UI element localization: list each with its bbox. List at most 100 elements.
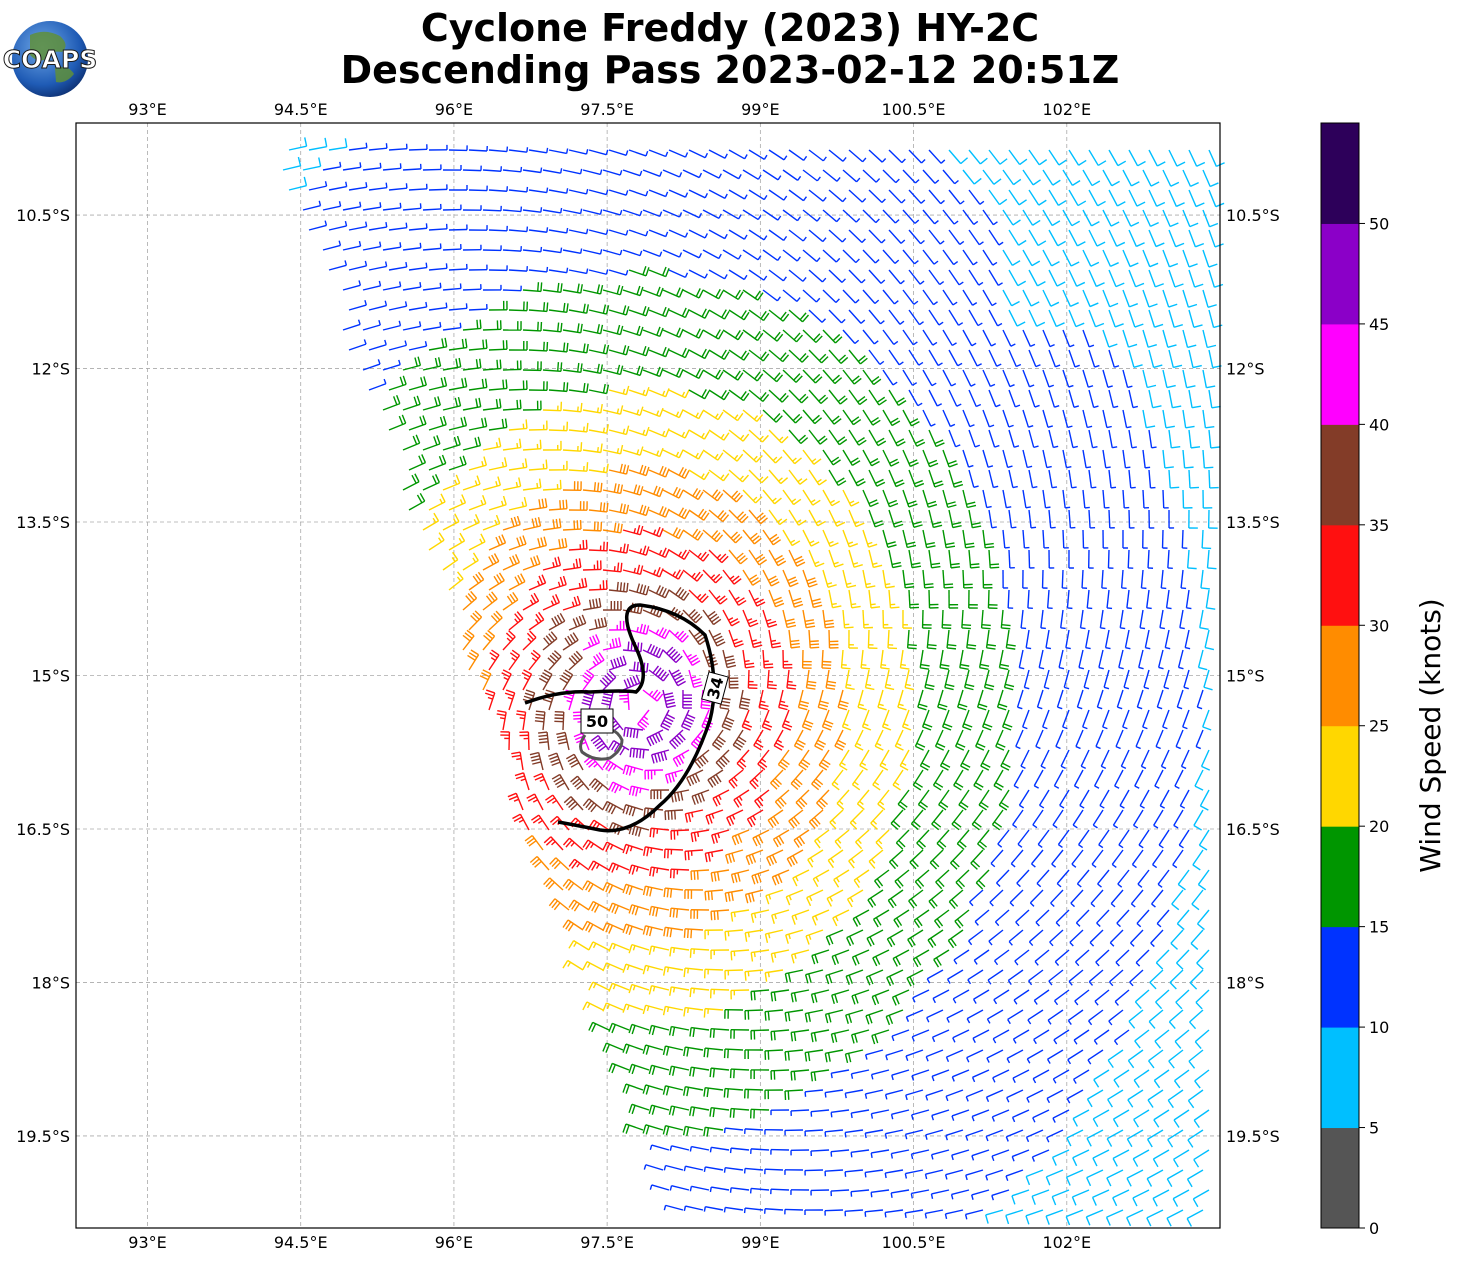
wind-barb-shaft [708, 229, 726, 240]
wind-barb-shaft [848, 589, 853, 608]
wind-barb-feather [602, 759, 609, 769]
wind-barb [1013, 769, 1024, 789]
wind-barb [688, 149, 709, 159]
wind-barb-feather [358, 240, 362, 247]
wind-barb-feather [520, 573, 526, 582]
wind-barb [1128, 269, 1145, 288]
wind-barb-feather [535, 713, 545, 717]
wind-barb-feather [735, 494, 743, 503]
wind-barb [342, 319, 361, 331]
wind-barb [562, 442, 583, 452]
wind-barb [1147, 549, 1154, 569]
wind-barb [768, 189, 788, 201]
wind-barb [1155, 729, 1164, 750]
wind-barb-shaft [402, 168, 422, 171]
wind-barb-feather [616, 562, 620, 572]
wind-barb-shaft [1096, 689, 1104, 708]
wind-barb-feather [697, 636, 706, 643]
wind-barb-feather [692, 681, 702, 685]
wind-barb-feather [754, 330, 761, 340]
wind-barb-feather [736, 762, 745, 770]
wind-barb-shaft [1108, 149, 1119, 166]
wind-barb-feather [834, 563, 844, 568]
wind-barb-feather [659, 568, 664, 578]
wind-barb-shaft [728, 429, 744, 442]
wind-barb-shaft [502, 407, 522, 411]
wind-barb-feather [950, 423, 956, 428]
wind-barb-feather [933, 480, 943, 485]
wind-barb-feather [907, 647, 917, 650]
wind-barb-shaft [368, 186, 387, 191]
wind-barb-feather [977, 322, 983, 327]
wind-barb-feather [716, 641, 726, 647]
wind-barb-shaft [522, 673, 533, 691]
wind-barb-feather [642, 429, 646, 435]
wind-barb-shaft [682, 449, 699, 460]
wind-barb-shaft [768, 589, 777, 608]
wind-barb-shaft [1085, 629, 1090, 648]
wind-barb-feather [483, 634, 491, 642]
wind-barb-shaft [848, 469, 859, 487]
wind-barb-shaft [802, 609, 807, 628]
wind-barb-feather [698, 253, 703, 259]
wind-barb-feather [566, 227, 569, 234]
wind-barb-shaft [848, 429, 860, 446]
wind-barb-feather [761, 475, 769, 484]
wind-barb-shaft [782, 609, 788, 628]
wind-barb-feather [713, 635, 723, 641]
wind-barb [508, 226, 529, 233]
wind-barb-shaft [648, 589, 666, 599]
wind-barb [702, 209, 722, 219]
wind-barb-feather [529, 751, 539, 756]
wind-barb-feather [481, 672, 490, 678]
wind-barb-feather [548, 752, 557, 757]
wind-barb [1005, 629, 1016, 650]
wind-barb-shaft [742, 569, 754, 586]
wind-barb-shaft [482, 406, 501, 411]
wind-barb [488, 457, 508, 471]
wind-barb [928, 269, 945, 286]
wind-barb-shaft [882, 369, 894, 386]
wind-barb [548, 752, 564, 771]
wind-barb [968, 549, 980, 569]
wind-barb-shaft [602, 329, 621, 336]
wind-barb [1162, 489, 1169, 509]
wind-barb-feather [1137, 160, 1146, 167]
wind-barb-feather [925, 541, 935, 546]
wind-barb-feather [753, 455, 758, 461]
wind-barb-feather [805, 622, 815, 626]
wind-barb-feather [854, 299, 860, 304]
wind-barb-feather [557, 738, 567, 742]
wind-barb-feather [1055, 745, 1061, 750]
wind-barb-feather [656, 693, 664, 702]
wind-barb-feather [800, 761, 809, 768]
wind-barb [528, 266, 549, 273]
wind-barb-feather [704, 193, 709, 199]
wind-barb-feather [793, 332, 801, 341]
wind-barb-feather [654, 733, 661, 743]
wind-barb-shaft [442, 366, 461, 371]
wind-barb-feather [560, 322, 563, 332]
wind-barb-feather [774, 456, 783, 464]
wind-barb-feather [656, 286, 661, 296]
wind-barb-shaft [508, 618, 524, 631]
wind-barb-shaft [862, 249, 876, 264]
wind-barb-feather [756, 512, 764, 520]
wind-barb-feather [549, 654, 558, 662]
wind-barb-feather [943, 583, 954, 586]
wind-barb [608, 305, 630, 316]
wind-barb-shaft [388, 148, 408, 151]
wind-barb-feather [924, 583, 934, 586]
wind-barb-feather [605, 384, 610, 394]
wind-barb-shaft [522, 249, 541, 253]
wind-barb [1202, 709, 1212, 731]
wind-barb-feather [1193, 324, 1203, 329]
wind-barb-feather [459, 456, 464, 466]
wind-barb-feather [892, 565, 902, 569]
wind-barb-shaft [1022, 329, 1032, 347]
wind-barb-feather [838, 354, 847, 362]
wind-barb-feather [791, 540, 801, 547]
wind-barb [1088, 389, 1099, 409]
wind-barb-shaft [1048, 389, 1056, 408]
wind-barb-feather [717, 510, 725, 518]
